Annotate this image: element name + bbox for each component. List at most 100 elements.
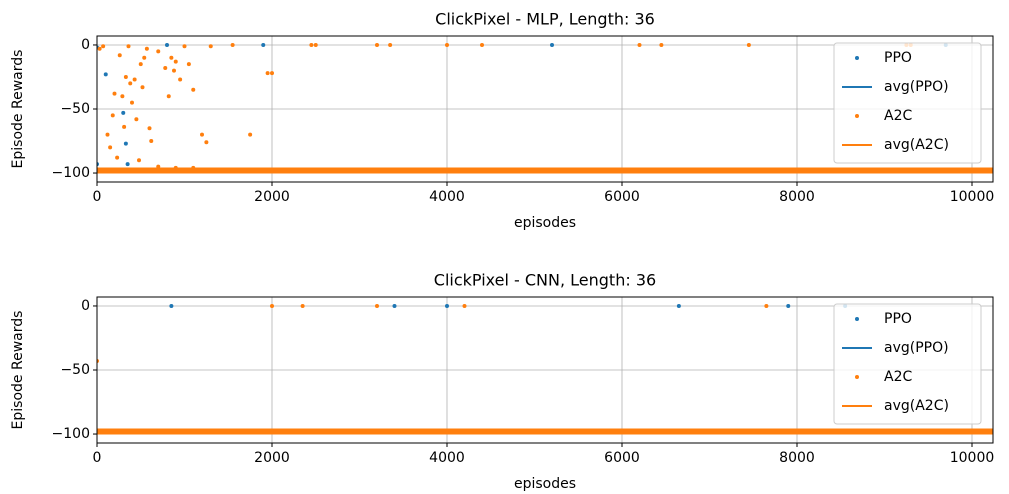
x-tick-label: 4000 — [429, 189, 465, 205]
point — [132, 77, 137, 82]
axes-frame — [96, 35, 994, 183]
legend-marker — [855, 375, 859, 379]
point — [128, 81, 133, 86]
point — [137, 158, 141, 163]
point — [676, 303, 681, 308]
x-tick-label: 8000 — [779, 189, 815, 205]
point — [480, 42, 484, 47]
x-axis-label: episodes — [514, 215, 576, 231]
legend-marker — [855, 56, 859, 60]
point — [112, 91, 117, 96]
point — [178, 77, 183, 82]
point — [313, 42, 318, 47]
point — [122, 124, 127, 129]
point — [375, 303, 379, 308]
x-tick-label: 2000 — [254, 189, 290, 205]
legend-label: PPO — [884, 311, 912, 327]
point — [120, 94, 125, 99]
point — [375, 42, 379, 47]
point — [270, 303, 274, 308]
x-tick-label: 4000 — [429, 450, 465, 466]
legend-label: avg(PPO) — [884, 79, 949, 95]
point — [300, 303, 305, 308]
point — [123, 141, 128, 146]
legend-box — [833, 303, 982, 425]
point — [97, 46, 102, 51]
point — [172, 68, 176, 73]
subplot: ClickPixel - CNN, Length: 36 episodes Epis… — [10, 271, 994, 493]
point — [123, 74, 128, 79]
x-tick-label: 10000 — [950, 450, 995, 466]
point — [115, 155, 120, 160]
point — [108, 145, 113, 150]
point — [309, 42, 314, 47]
point — [169, 55, 174, 60]
legend-label: A2C — [884, 108, 912, 124]
y-tick-label: 0 — [81, 298, 90, 314]
point — [173, 59, 178, 64]
x-axis-label: episodes — [514, 476, 576, 492]
point — [248, 132, 253, 137]
x-tick-label: 0 — [93, 189, 102, 205]
legend-box — [833, 42, 982, 164]
y-axis-label: Episode Rewards — [10, 50, 26, 169]
point — [134, 117, 139, 122]
point — [230, 42, 235, 47]
axes-frame — [96, 296, 994, 444]
point — [156, 49, 161, 54]
point — [125, 162, 130, 167]
y-tick-label: 0 — [81, 37, 90, 53]
y-tick-label: −100 — [52, 426, 90, 442]
chart-title: ClickPixel - MLP, Length: 36 — [435, 10, 655, 29]
point — [204, 140, 209, 145]
point — [138, 62, 143, 67]
point — [182, 44, 187, 49]
y-tick-label: −100 — [52, 165, 90, 181]
legend-label: A2C — [884, 369, 912, 385]
legend-marker — [855, 317, 859, 321]
point — [166, 94, 171, 99]
point — [156, 164, 161, 169]
x-tick-label: 10000 — [950, 189, 995, 205]
x-tick-label: 8000 — [779, 450, 815, 466]
point — [103, 72, 108, 77]
x-tick-label: 0 — [93, 450, 102, 466]
point — [101, 44, 106, 49]
point — [445, 303, 449, 308]
chart-title: ClickPixel - CNN, Length: 36 — [434, 271, 656, 290]
legend-label: PPO — [884, 50, 912, 66]
point — [126, 44, 131, 49]
y-axis-label: Episode Rewards — [10, 311, 26, 430]
y-tick-label: −50 — [60, 362, 90, 378]
legend-label: avg(PPO) — [884, 340, 949, 356]
point — [265, 71, 270, 76]
x-tick-label: 6000 — [604, 189, 640, 205]
point — [550, 42, 554, 47]
point — [186, 62, 191, 67]
point — [208, 44, 213, 49]
x-tick-label: 6000 — [604, 450, 640, 466]
legend-marker — [855, 114, 859, 118]
point — [140, 85, 145, 90]
point — [169, 303, 174, 308]
point — [147, 126, 152, 131]
point — [117, 53, 122, 58]
legend-label: avg(A2C) — [884, 137, 949, 153]
point — [200, 132, 204, 137]
point — [149, 139, 154, 144]
point — [163, 66, 168, 71]
point — [110, 113, 115, 118]
point — [191, 87, 196, 92]
point — [445, 42, 449, 47]
point — [261, 42, 266, 47]
point — [191, 165, 196, 170]
point — [764, 303, 769, 308]
point — [105, 132, 110, 137]
subplot: ClickPixel - MLP, Length: 36 episodes Epis… — [10, 10, 994, 232]
point — [462, 303, 467, 308]
legend-label: avg(A2C) — [884, 398, 949, 414]
x-tick-label: 2000 — [254, 450, 290, 466]
point — [144, 46, 149, 51]
y-tick-label: −50 — [60, 101, 90, 117]
point — [270, 71, 274, 76]
